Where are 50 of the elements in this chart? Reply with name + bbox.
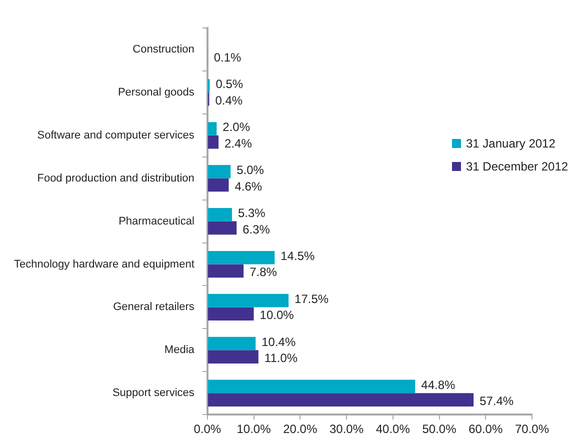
data-label: 0.5% — [216, 77, 244, 92]
bar — [208, 350, 258, 364]
bar — [208, 250, 275, 264]
data-label: 11.0% — [264, 351, 298, 366]
data-label: 0.1% — [214, 50, 242, 64]
x-tick-label: 30.0% — [330, 422, 364, 436]
bar — [208, 264, 244, 278]
y-tick-label: Food production and distribution — [37, 172, 194, 184]
y-tick-label: Pharmaceutical — [118, 215, 194, 228]
y-tick-label: General retailers — [113, 301, 195, 314]
y-tick-label: Construction — [132, 44, 194, 56]
bar — [208, 122, 217, 136]
data-label: 5.3% — [238, 206, 266, 220]
x-tick-label: 10.0% — [236, 422, 272, 436]
x-tick-label: 20.0% — [283, 422, 318, 436]
bar — [208, 294, 289, 308]
y-tick-label: Support services — [112, 387, 195, 400]
bar — [208, 307, 254, 321]
bar — [208, 221, 237, 235]
bar — [208, 336, 256, 350]
bar — [208, 393, 474, 406]
data-label: 57.4% — [480, 394, 514, 408]
legend-label: 31 January 2012 — [466, 136, 556, 150]
data-label: 2.0% — [222, 120, 250, 134]
data-label: 44.8% — [421, 378, 456, 392]
data-label: 14.5% — [280, 248, 315, 263]
legend-label: 31 December 2012 — [466, 159, 568, 174]
x-tick-label: 70.0% — [514, 422, 550, 436]
data-label: 6.3% — [242, 222, 270, 236]
data-label: 7.8% — [250, 265, 278, 280]
x-tick-label: 60.0% — [468, 422, 503, 436]
data-label: 10.0% — [260, 308, 294, 322]
data-label: 0.4% — [215, 93, 243, 108]
x-tick-label: 50.0% — [422, 422, 457, 436]
x-tick-label: 0.0% — [194, 422, 222, 436]
y-tick-label: Personal goods — [118, 86, 195, 98]
data-label: 5.0% — [236, 163, 264, 177]
data-label: 4.6% — [234, 179, 262, 194]
x-tick-label: 40.0% — [376, 422, 410, 436]
data-label: 2.4% — [224, 136, 252, 150]
bar — [208, 208, 232, 222]
y-tick-label: Media — [164, 344, 196, 356]
bar — [208, 380, 416, 394]
y-tick-label: Technology hardware and equipment — [14, 258, 194, 270]
bar — [208, 135, 219, 149]
data-label: 17.5% — [294, 292, 329, 306]
bar — [208, 178, 229, 192]
bar — [208, 165, 231, 178]
data-label: 10.4% — [262, 334, 296, 349]
y-tick-label: Software and computer services — [37, 129, 195, 142]
